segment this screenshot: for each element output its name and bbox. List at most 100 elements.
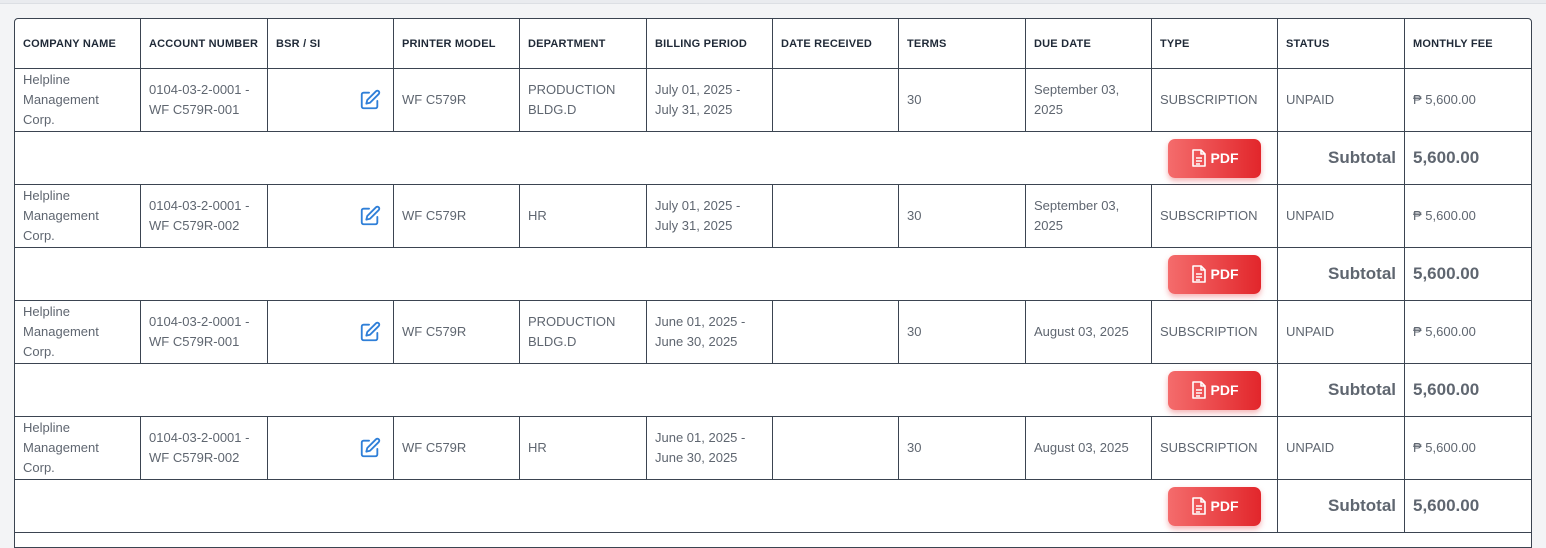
account-number-cell: 0104-03-2-0001 -WF C579R-001 bbox=[141, 301, 268, 363]
subtotal-actions: PDF bbox=[15, 480, 1278, 532]
printer-model-cell: WF C579R bbox=[394, 69, 520, 131]
table-row: Helpline Management Corp. 0104-03-2-0001… bbox=[15, 301, 1531, 364]
subtotal-value: 5,600.00 bbox=[1413, 496, 1480, 515]
account-number-cell: 0104-03-2-0001 -WF C579R-001 bbox=[141, 69, 268, 131]
pdf-button[interactable]: PDF bbox=[1168, 138, 1261, 178]
account-number-cell: 0104-03-2-0001 -WF C579R-002 bbox=[141, 417, 268, 479]
type-cell: SUBSCRIPTION bbox=[1152, 69, 1278, 131]
date-received-cell bbox=[773, 69, 899, 131]
terms-cell: 30 bbox=[899, 417, 1026, 479]
date-received-cell bbox=[773, 301, 899, 363]
file-icon bbox=[1191, 381, 1206, 399]
monthly-fee-cell: ₱ 5,600.00 bbox=[1413, 440, 1476, 455]
subtotal-label: Subtotal bbox=[1278, 132, 1405, 184]
account-number-cell: 0104-03-2-0001 -WF C579R-002 bbox=[141, 185, 268, 247]
header-terms: TERMS bbox=[899, 19, 1026, 68]
pdf-button-label: PDF bbox=[1210, 266, 1239, 282]
edit-icon[interactable] bbox=[359, 437, 381, 459]
type-cell: SUBSCRIPTION bbox=[1152, 185, 1278, 247]
date-received-cell bbox=[773, 417, 899, 479]
header-department: DEPARTMENT bbox=[520, 19, 647, 68]
bsr-si-cell bbox=[268, 185, 394, 247]
subtotal-value: 5,600.00 bbox=[1413, 264, 1480, 283]
pdf-button[interactable]: PDF bbox=[1168, 370, 1261, 410]
terms-cell: 30 bbox=[899, 185, 1026, 247]
billing-period-cell: July 01, 2025 - July 31, 2025 bbox=[647, 185, 773, 247]
company-name-cell: Helpline Management Corp. bbox=[15, 301, 141, 363]
monthly-fee-cell: ₱ 5,600.00 bbox=[1413, 208, 1476, 223]
pdf-button-label: PDF bbox=[1210, 150, 1239, 166]
table-header-row: COMPANY NAME ACCOUNT NUMBER BSR / SI PRI… bbox=[15, 19, 1531, 69]
bsr-si-cell bbox=[268, 301, 394, 363]
subtotal-row: PDF Subtotal 5,600.00 bbox=[15, 364, 1531, 417]
due-date-cell: August 03, 2025 bbox=[1026, 301, 1152, 363]
terms-cell: 30 bbox=[899, 69, 1026, 131]
file-icon bbox=[1191, 265, 1206, 283]
date-received-cell bbox=[773, 185, 899, 247]
company-name-cell: Helpline Management Corp. bbox=[15, 69, 141, 131]
header-printer-model: PRINTER MODEL bbox=[394, 19, 520, 68]
file-icon bbox=[1191, 497, 1206, 515]
status-cell: UNPAID bbox=[1278, 69, 1405, 131]
header-company-name: COMPANY NAME bbox=[15, 19, 141, 68]
edit-icon[interactable] bbox=[359, 89, 381, 111]
terms-cell: 30 bbox=[899, 301, 1026, 363]
billing-table-card: COMPANY NAME ACCOUNT NUMBER BSR / SI PRI… bbox=[14, 18, 1532, 548]
header-date-received: DATE RECEIVED bbox=[773, 19, 899, 68]
top-bar bbox=[0, 0, 1546, 4]
billing-period-cell: June 01, 2025 - June 30, 2025 bbox=[647, 301, 773, 363]
subtotal-actions: PDF bbox=[15, 364, 1278, 416]
billing-period-cell: June 01, 2025 - June 30, 2025 bbox=[647, 417, 773, 479]
header-billing-period: BILLING PERIOD bbox=[647, 19, 773, 68]
due-date-cell: September 03, 2025 bbox=[1026, 185, 1152, 247]
status-cell: UNPAID bbox=[1278, 417, 1405, 479]
subtotal-value: 5,600.00 bbox=[1413, 148, 1480, 167]
table-row: Helpline Management Corp. 0104-03-2-0001… bbox=[15, 69, 1531, 132]
file-icon bbox=[1191, 149, 1206, 167]
status-cell: UNPAID bbox=[1278, 301, 1405, 363]
subtotal-label: Subtotal bbox=[1278, 364, 1405, 416]
subtotal-actions: PDF bbox=[15, 248, 1278, 300]
bsr-si-cell bbox=[268, 69, 394, 131]
edit-icon[interactable] bbox=[359, 205, 381, 227]
edit-icon[interactable] bbox=[359, 321, 381, 343]
subtotal-value: 5,600.00 bbox=[1413, 380, 1480, 399]
subtotal-label: Subtotal bbox=[1278, 480, 1405, 532]
department-cell: PRODUCTION BLDG.D bbox=[520, 301, 647, 363]
pdf-button[interactable]: PDF bbox=[1168, 254, 1261, 294]
header-account-number: ACCOUNT NUMBER bbox=[141, 19, 268, 68]
department-cell: HR bbox=[520, 185, 647, 247]
printer-model-cell: WF C579R bbox=[394, 417, 520, 479]
subtotal-actions: PDF bbox=[15, 132, 1278, 184]
header-monthly-fee: MONTHLY FEE bbox=[1413, 37, 1493, 50]
pdf-button-label: PDF bbox=[1210, 382, 1239, 398]
subtotal-label: Subtotal bbox=[1278, 248, 1405, 300]
subtotal-row: PDF Subtotal 5,600.00 bbox=[15, 132, 1531, 185]
printer-model-cell: WF C579R bbox=[394, 185, 520, 247]
table-row: Helpline Management Corp. 0104-03-2-0001… bbox=[15, 417, 1531, 480]
due-date-cell: August 03, 2025 bbox=[1026, 417, 1152, 479]
header-bsr-si: BSR / SI bbox=[268, 19, 394, 68]
header-due-date: DUE DATE bbox=[1026, 19, 1152, 68]
billing-table: COMPANY NAME ACCOUNT NUMBER BSR / SI PRI… bbox=[15, 19, 1531, 533]
department-cell: HR bbox=[520, 417, 647, 479]
due-date-cell: September 03, 2025 bbox=[1026, 69, 1152, 131]
status-cell: UNPAID bbox=[1278, 185, 1405, 247]
header-type: TYPE bbox=[1152, 19, 1278, 68]
billing-period-cell: July 01, 2025 - July 31, 2025 bbox=[647, 69, 773, 131]
company-name-cell: Helpline Management Corp. bbox=[15, 417, 141, 479]
type-cell: SUBSCRIPTION bbox=[1152, 301, 1278, 363]
bsr-si-cell bbox=[268, 417, 394, 479]
subtotal-row: PDF Subtotal 5,600.00 bbox=[15, 480, 1531, 533]
header-status: STATUS bbox=[1278, 19, 1405, 68]
department-cell: PRODUCTION BLDG.D bbox=[520, 69, 647, 131]
subtotal-row: PDF Subtotal 5,600.00 bbox=[15, 248, 1531, 301]
pdf-button-label: PDF bbox=[1210, 498, 1239, 514]
monthly-fee-cell: ₱ 5,600.00 bbox=[1413, 324, 1476, 339]
printer-model-cell: WF C579R bbox=[394, 301, 520, 363]
type-cell: SUBSCRIPTION bbox=[1152, 417, 1278, 479]
monthly-fee-cell: ₱ 5,600.00 bbox=[1413, 92, 1476, 107]
table-row: Helpline Management Corp. 0104-03-2-0001… bbox=[15, 185, 1531, 248]
pdf-button[interactable]: PDF bbox=[1168, 486, 1261, 526]
company-name-cell: Helpline Management Corp. bbox=[15, 185, 141, 247]
